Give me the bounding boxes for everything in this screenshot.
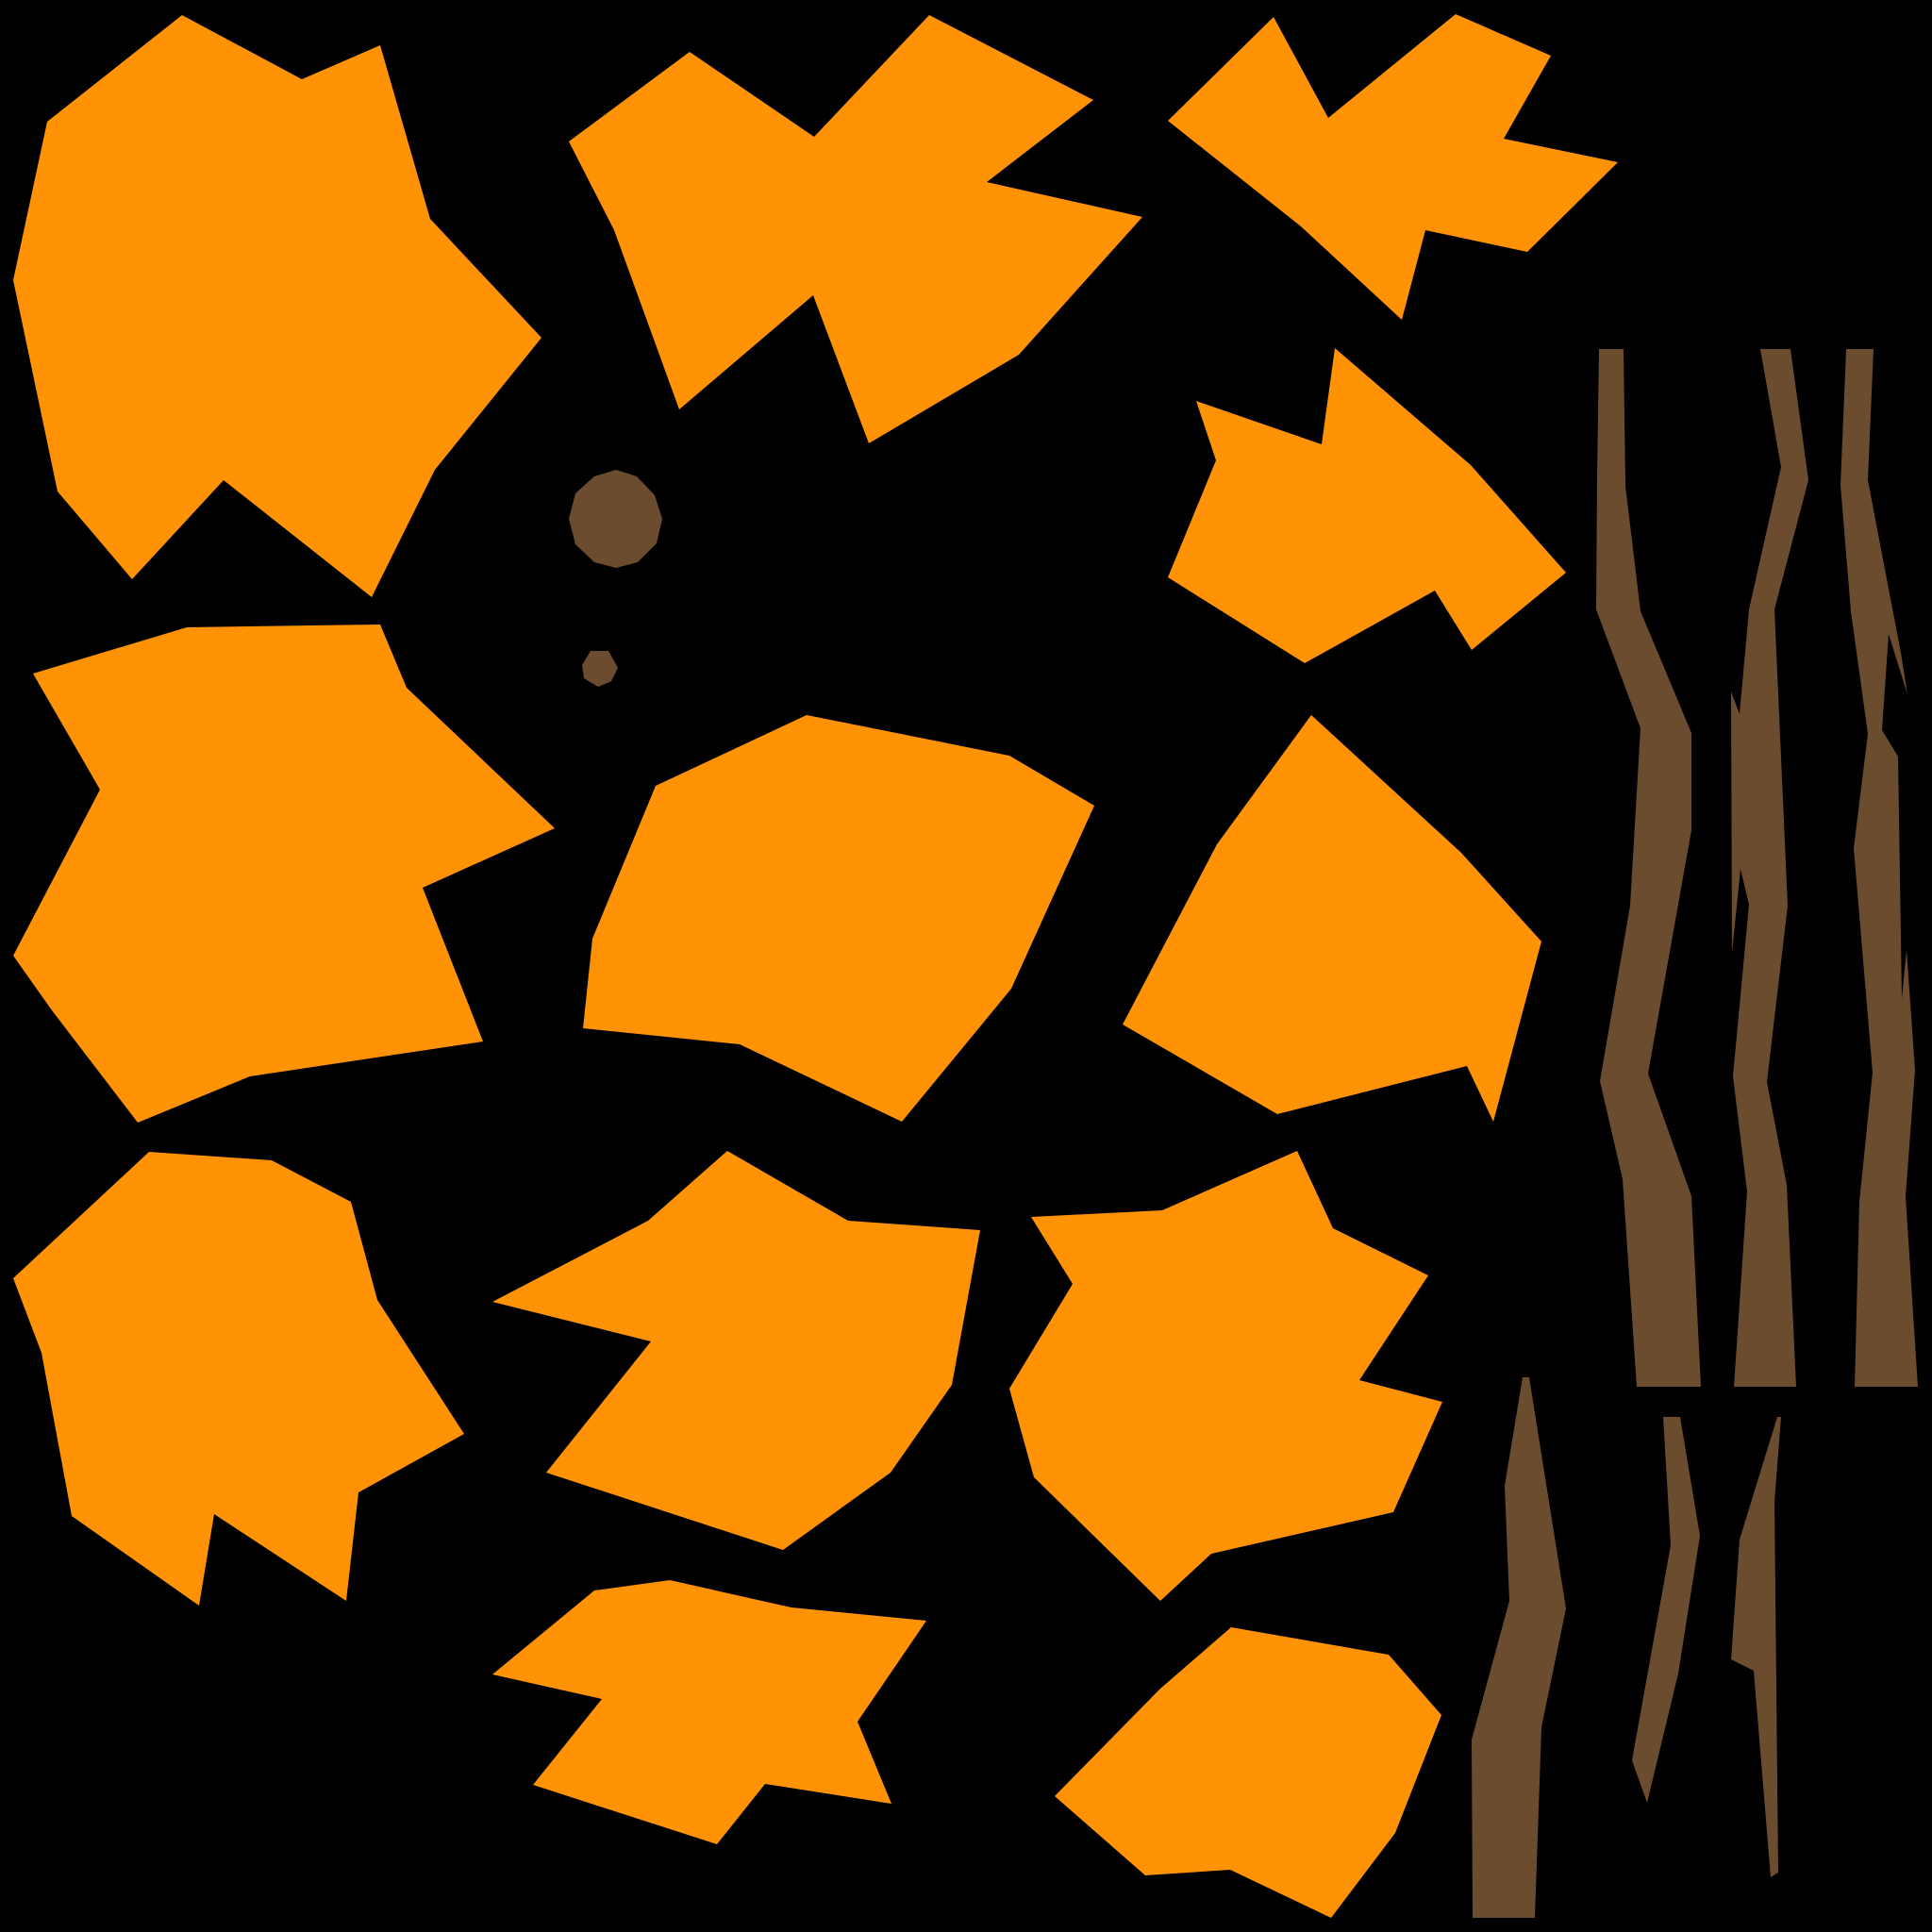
leaf-piece: [13, 625, 555, 1123]
bark-strip: [1731, 349, 1808, 1387]
leaf-piece: [492, 1151, 980, 1550]
leaf-piece: [1009, 1151, 1442, 1601]
leaf-piece: [492, 1580, 926, 1844]
leaf-piece: [1123, 715, 1541, 1122]
bark-strip: [1731, 1417, 1781, 1877]
leaf-piece: [1055, 1627, 1441, 1918]
leaf-piece: [13, 1152, 464, 1606]
bark-strip: [1632, 1417, 1700, 1803]
leaf-piece: [1168, 348, 1566, 663]
leaf-piece: [13, 15, 541, 597]
bark-knot: [582, 651, 618, 687]
leaf-piece: [1168, 14, 1618, 320]
bark-strip: [1596, 349, 1701, 1387]
leaf-piece: [583, 715, 1094, 1122]
bark-strip: [1840, 349, 1918, 1387]
leaf-piece: [569, 15, 1142, 443]
bark-strip: [1472, 1377, 1566, 1918]
bark-knot: [569, 470, 662, 568]
